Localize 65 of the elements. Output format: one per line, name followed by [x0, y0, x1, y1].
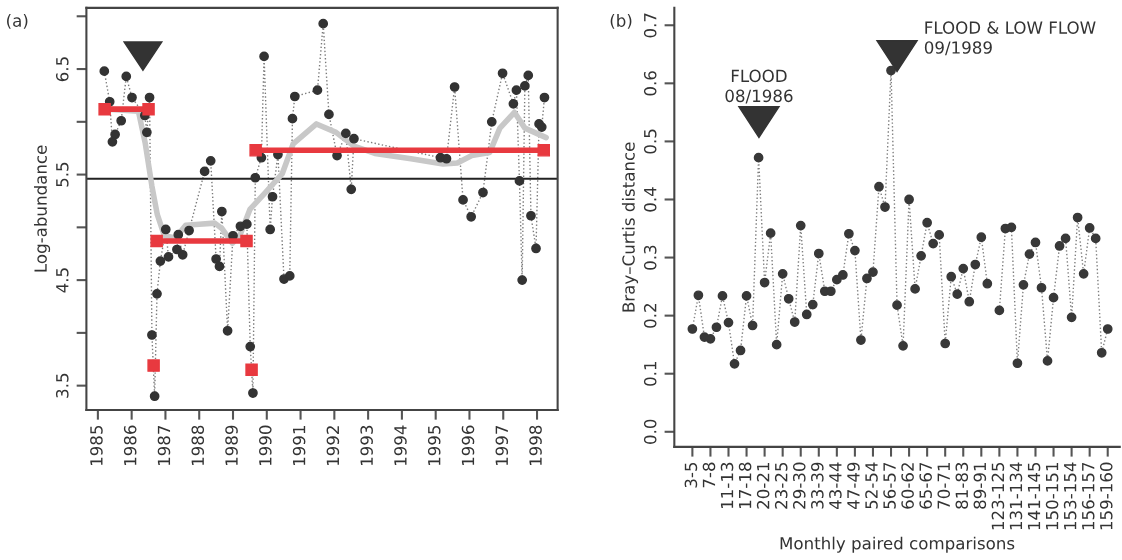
x-tick-label: 1997 [495, 425, 509, 466]
x-tick-label: 123-125 [991, 462, 1005, 530]
x-tick-label: 7-8 [702, 462, 716, 488]
x-tick-label: 1985 [90, 425, 103, 466]
x-tick-label: 29-30 [792, 462, 806, 509]
x-tick-label: 1998 [529, 425, 542, 466]
y-tick-label: 0.2 [643, 304, 657, 328]
x-tick-label: 150-151 [1045, 463, 1059, 530]
y-tick-label: 6.5 [55, 57, 69, 82]
y-tick-label: 0.3 [643, 245, 657, 270]
x-tick-label: 1991 [292, 426, 306, 466]
point [240, 234, 253, 248]
text: (a) [7, 14, 28, 29]
annotation: FLOOD & LOW FLOW 09/1989 [924, 21, 1096, 56]
x-tick-label: 156-157 [1081, 462, 1095, 530]
x-axis-title: Monthly paired comparisons [780, 536, 1015, 553]
x-tick-label: 11-13 [720, 462, 734, 509]
x-tick-label: 81-83 [955, 462, 969, 509]
x-tick-label: 1990 [259, 425, 272, 466]
x-tick-label: 1989 [225, 425, 238, 466]
x-tick-label: 65-67 [919, 462, 932, 509]
x-tick-label: 1992 [326, 426, 340, 466]
point [537, 144, 551, 157]
x-tick-label: 33-39 [811, 462, 824, 509]
point [98, 102, 111, 116]
point [150, 234, 163, 248]
point [249, 144, 262, 157]
y-tick-label: 0.7 [643, 13, 657, 38]
x-tick-label: 52-54 [865, 462, 878, 509]
x-tick-label: 3-5 [684, 462, 698, 488]
y-tick-label: 0.1 [643, 361, 657, 386]
x-tick-label: 56-57 [883, 462, 896, 509]
x-tick-label: 89-91 [973, 463, 987, 509]
y-tick-label: 0.4 [643, 187, 657, 212]
y-tick-label: 0.0 [643, 419, 657, 444]
x-tick-label: 60-62 [901, 463, 914, 509]
y-axis-title: Log-abundance [33, 145, 51, 272]
x-tick-label: 1995 [427, 425, 441, 466]
x-tick-label: 131-134 [1009, 462, 1023, 530]
x-tick-label: 1996 [461, 425, 475, 466]
y-tick-label: 4.5 [56, 268, 69, 293]
x-tick-label: 1988 [191, 425, 205, 466]
point [245, 363, 258, 377]
x-tick-label: 1987 [157, 425, 171, 466]
annotation: FLOOD 08/1986 [725, 69, 793, 104]
y-tick-label: 5.5 [56, 162, 69, 187]
x-tick-label: 141-145 [1027, 462, 1041, 530]
x-tick-label: 20-21 [756, 463, 770, 509]
x-tick-label: 70-71 [937, 463, 951, 509]
x-tick-label: 1993 [360, 425, 373, 466]
x-tick-label: 1994 [394, 425, 407, 466]
x-tick-label: 1986 [123, 425, 137, 466]
y-axis-title: Bray–Curtis distance [621, 142, 639, 312]
y-tick-label: 0.6 [643, 71, 657, 96]
x-tick-label: 159-160 [1099, 462, 1113, 530]
x-tick-label: 153-154 [1063, 462, 1077, 530]
x-tick-label: 17-18 [738, 462, 752, 509]
x-tick-label: 43-44 [829, 462, 842, 510]
x-tick-label: 23-25 [774, 462, 788, 509]
x-tick-label: 47-49 [847, 462, 860, 510]
y-tick-label: 0.5 [643, 129, 657, 154]
point [142, 102, 155, 116]
text: (b) [610, 14, 632, 29]
point [147, 359, 160, 372]
y-tick-label: 3.5 [55, 373, 69, 398]
